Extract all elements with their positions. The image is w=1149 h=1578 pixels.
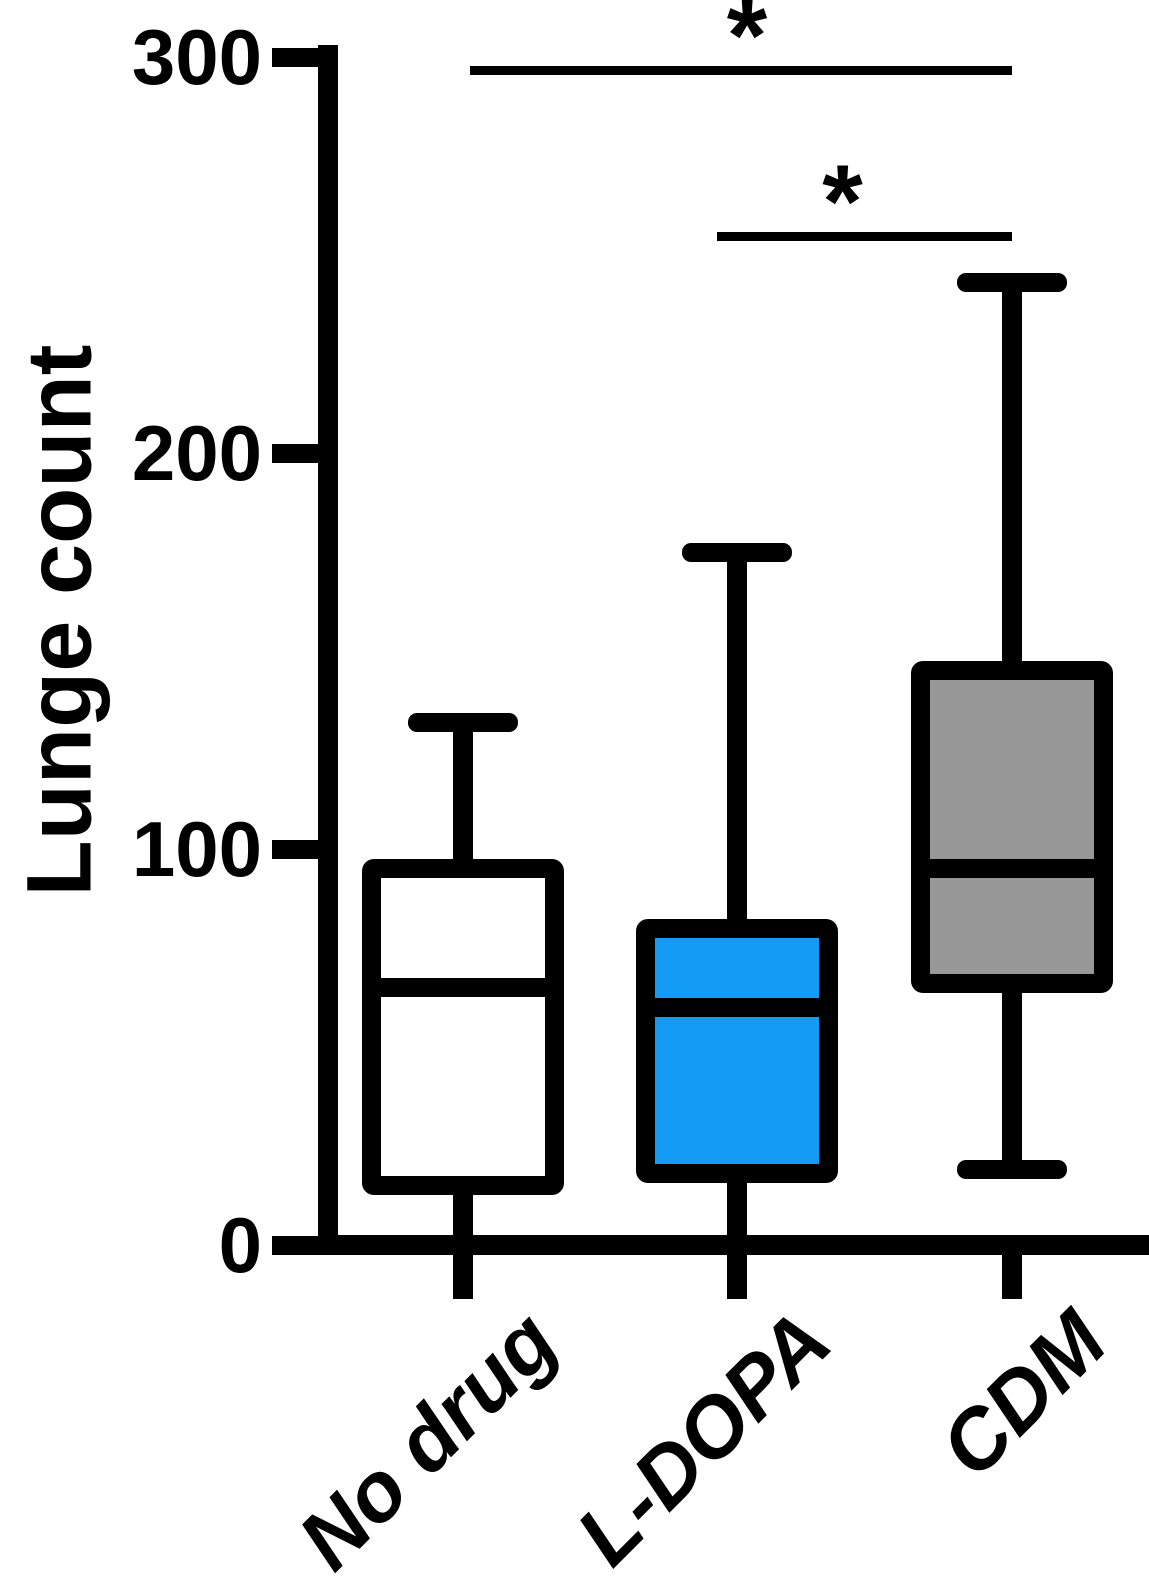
y-tick-label-200: 200 (131, 409, 262, 497)
significance-bar-2 (717, 231, 1012, 241)
median-l-dopa (640, 997, 834, 1017)
significance-asterisk-1: * (726, 0, 768, 94)
median-no-drug (366, 978, 560, 998)
x-tick-no-drug (453, 1235, 473, 1299)
y-tick-300 (272, 47, 318, 67)
lower-whisker-no-drug (453, 1181, 473, 1251)
y-axis-title: Lunge count (8, 344, 111, 897)
y-tick-label-0: 0 (218, 1201, 262, 1289)
box-no-drug (362, 859, 564, 1196)
upper-whisker-cap-l-dopa (682, 542, 792, 562)
significance-asterisk-2: * (822, 144, 863, 260)
x-tick-cdm (1002, 1235, 1022, 1299)
y-tick-label-100: 100 (131, 805, 262, 893)
x-tick-l-dopa (727, 1235, 747, 1299)
box-cdm (911, 661, 1113, 994)
lower-whisker-cap-cdm (957, 1160, 1067, 1180)
x-label-no-drug: No drug (280, 1292, 575, 1578)
y-tick-200 (272, 443, 318, 463)
y-tick-0 (272, 1235, 318, 1255)
upper-whisker-l-dopa (727, 552, 747, 933)
lower-whisker-l-dopa (727, 1169, 747, 1251)
y-axis-line (318, 45, 338, 1255)
upper-whisker-no-drug (453, 722, 473, 873)
y-tick-label-300: 300 (131, 13, 262, 101)
upper-whisker-cap-no-drug (408, 712, 518, 732)
median-cdm (915, 859, 1109, 879)
lower-whisker-cdm (1002, 979, 1022, 1170)
upper-whisker-cap-cdm (957, 273, 1067, 293)
significance-bar-1 (470, 65, 1012, 75)
y-tick-100 (272, 839, 318, 859)
x-label-l-dopa: L-DOPA (558, 1292, 849, 1578)
box-l-dopa (636, 918, 838, 1184)
upper-whisker-cdm (1002, 282, 1022, 675)
x-label-cdm: CDM (921, 1292, 1124, 1495)
